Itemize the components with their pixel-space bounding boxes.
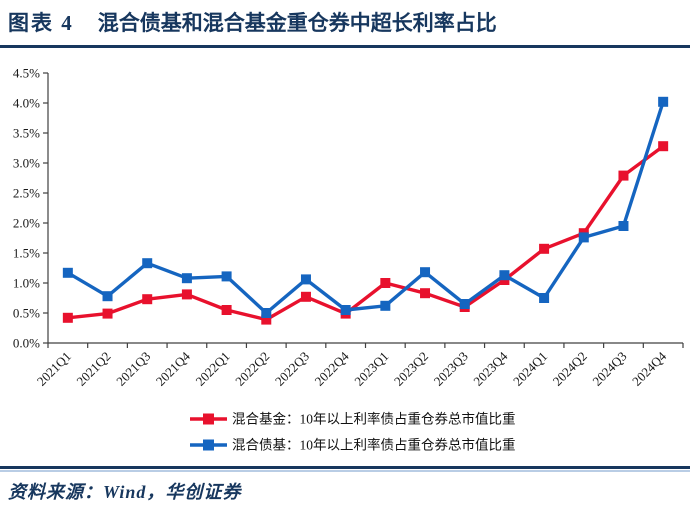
data-point-marker	[181, 289, 192, 300]
data-point-marker	[300, 274, 311, 285]
y-axis-label: 1.5%	[13, 246, 40, 261]
data-point-marker	[142, 294, 153, 305]
x-axis-label: 2023Q3	[431, 349, 471, 389]
data-point-marker	[539, 243, 550, 254]
figure-title: 图表 4 混合债基和混合基金重仓券中超长利率占比	[8, 7, 682, 37]
data-source-note: 资料来源：Wind，华创证券	[8, 482, 242, 502]
line-chart: 0.0% 0.5% 1.0% 1.5% 2.0% 2.5% 3.0% 3.5% 4.0% 4.5%…	[13, 66, 684, 453]
x-axis-label: 2021Q2	[73, 349, 113, 389]
y-axis-label: 4.0%	[13, 96, 40, 111]
x-axis-label: 2021Q4	[153, 348, 194, 389]
data-point-marker	[380, 300, 391, 311]
x-axis-label: 2022Q1	[192, 349, 232, 389]
data-point-marker	[380, 278, 391, 288]
data-point-marker	[340, 305, 351, 315]
x-axis-label: 2024Q3	[589, 349, 629, 389]
data-point-marker	[539, 293, 550, 303]
footer-divider-line	[0, 466, 690, 469]
data-point-marker	[261, 314, 272, 325]
series-line	[67, 144, 665, 322]
y-axis-label: 2.5%	[13, 186, 40, 201]
data-point-marker	[62, 312, 73, 323]
y-axis-label: 4.5%	[13, 66, 40, 81]
y-axis-label: 3.5%	[13, 126, 40, 141]
series-line	[66, 101, 665, 315]
x-axis-label: 2024Q2	[550, 349, 590, 389]
figure-title-text: 混合债基和混合基金重仓券中超长利率占比	[97, 11, 497, 35]
data-point-marker	[578, 232, 589, 243]
y-axis-label: 3.0%	[13, 156, 40, 171]
data-point-marker	[142, 258, 153, 269]
legend-marker-square	[203, 439, 214, 451]
legend-label: 混合基金：10年以上利率债占重仓券总市值比重	[232, 411, 516, 427]
legend-item: 混合基金：10年以上利率债占重仓券总市值比重	[190, 411, 516, 427]
data-point-marker	[261, 308, 272, 318]
data-point-marker	[221, 305, 232, 315]
x-axis-label: 2021Q3	[113, 349, 153, 389]
x-axis-label: 2022Q4	[312, 348, 353, 389]
data-point-marker	[102, 308, 113, 319]
data-point-marker	[459, 299, 470, 309]
x-axis-label: 2023Q1	[351, 349, 391, 389]
data-point-marker	[300, 291, 311, 302]
x-axis-label: 2024Q1	[510, 349, 550, 389]
figure-number-label: 图表 4	[8, 11, 74, 35]
legend-item: 混合债基：10年以上利率债占重仓券总市值比重	[190, 437, 516, 453]
data-point-marker	[420, 267, 431, 278]
data-point-marker	[221, 271, 232, 282]
legend-marker-square	[203, 413, 214, 425]
x-axis-label: 2024Q4	[629, 348, 670, 389]
title-divider-line	[0, 45, 690, 48]
data-point-marker	[102, 291, 113, 302]
x-axis-label: 2023Q4	[470, 348, 511, 389]
x-axis-label: 2022Q2	[232, 349, 272, 389]
y-axis-label: 2.0%	[13, 216, 40, 231]
data-point-marker	[658, 96, 669, 107]
x-axis-label: 2023Q2	[391, 349, 431, 389]
legend-label: 混合债基：10年以上利率债占重仓券总市值比重	[232, 437, 516, 453]
data-point-marker	[62, 267, 73, 278]
x-axis-label: 2022Q3	[272, 349, 312, 389]
y-axis-label: 0.0%	[13, 336, 40, 351]
x-axis-label: 2021Q1	[34, 349, 74, 389]
data-point-marker	[181, 273, 192, 284]
data-point-marker	[499, 270, 510, 281]
data-point-marker	[618, 221, 629, 231]
data-point-marker	[618, 170, 629, 181]
data-point-marker	[420, 288, 431, 299]
data-point-marker	[658, 141, 669, 152]
y-axis-label: 1.0%	[13, 276, 40, 291]
footer-divider-line-light	[0, 470, 690, 472]
y-axis-label: 0.5%	[13, 306, 40, 321]
